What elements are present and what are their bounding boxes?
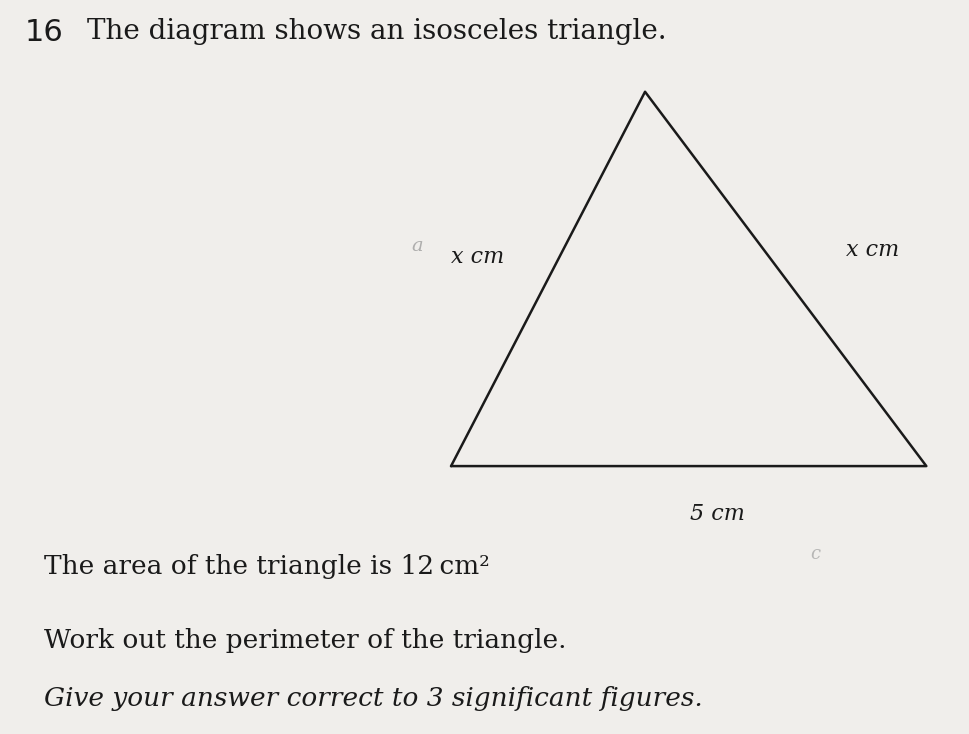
Text: Work out the perimeter of the triangle.: Work out the perimeter of the triangle. [44, 628, 566, 653]
Text: c: c [809, 545, 819, 563]
Text: The area of the triangle is 12 cm²: The area of the triangle is 12 cm² [44, 554, 489, 579]
Text: x cm: x cm [451, 246, 504, 268]
Text: The diagram shows an isosceles triangle.: The diagram shows an isosceles triangle. [87, 18, 667, 46]
Text: x cm: x cm [846, 239, 898, 261]
Text: Give your answer correct to 3 significant figures.: Give your answer correct to 3 significan… [44, 686, 702, 711]
Text: 16: 16 [24, 18, 63, 48]
Text: 5 cm: 5 cm [690, 503, 744, 525]
Text: a: a [411, 237, 422, 255]
